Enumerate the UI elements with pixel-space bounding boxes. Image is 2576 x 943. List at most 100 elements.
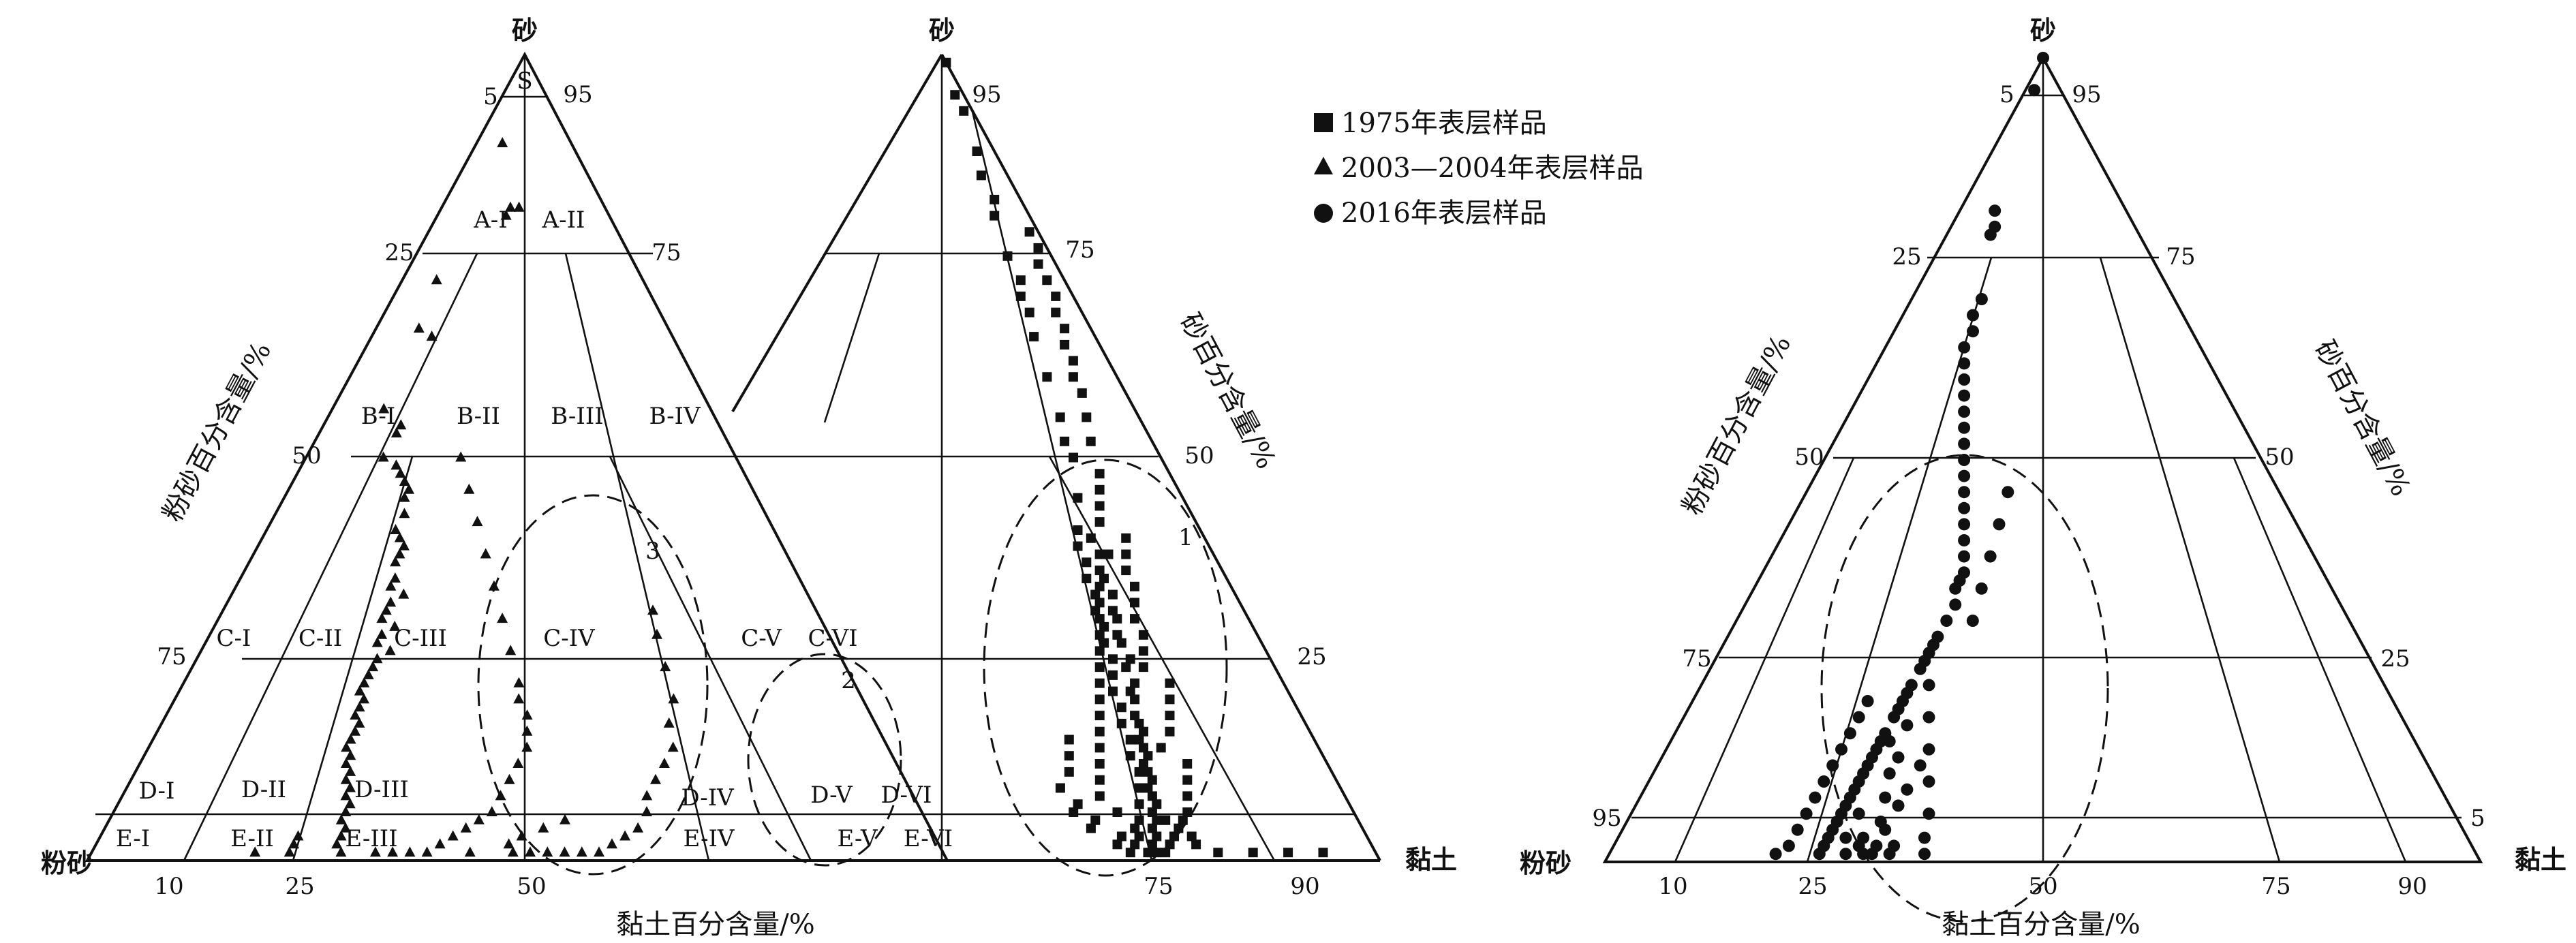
data-point-square — [1094, 614, 1105, 624]
data-point-square — [1055, 783, 1065, 793]
middle-triangle-frame — [731, 53, 1381, 862]
data-point-circle — [1809, 791, 1822, 804]
zone-label: D-VI — [881, 782, 932, 809]
data-point-square — [1060, 339, 1070, 350]
data-point-triangle — [371, 636, 383, 647]
data-point-circle — [1839, 848, 1852, 861]
data-point-square — [1130, 614, 1139, 624]
data-point-square — [1094, 484, 1105, 495]
data-point-circle — [1958, 454, 1971, 466]
data-point-square — [1107, 589, 1118, 600]
data-point-square — [1182, 775, 1193, 785]
data-point-square — [1108, 654, 1118, 664]
data-point-triangle — [647, 604, 658, 615]
data-point-square — [1094, 646, 1105, 656]
data-point-circle — [1782, 839, 1795, 852]
data-point-square — [1134, 735, 1144, 745]
data-point-square — [1161, 815, 1171, 825]
data-point-circle — [1940, 615, 1953, 627]
legend-square-marker — [1314, 113, 1333, 132]
data-point-circle — [1984, 228, 1997, 241]
cluster-label-3: 3 — [645, 538, 660, 565]
data-point-circle — [1958, 389, 1971, 402]
data-point-circle — [1958, 437, 1971, 450]
data-point-square — [1073, 525, 1083, 535]
data-point-square — [1024, 227, 1034, 237]
data-point-triangle — [331, 838, 343, 849]
data-point-circle — [1883, 767, 1896, 780]
data-point-square — [1108, 670, 1118, 680]
data-point-triangle — [283, 846, 295, 857]
data-point-circle — [1883, 735, 1896, 747]
data-point-circle — [1835, 743, 1847, 756]
apex-label-right: 砂 — [2030, 15, 2056, 46]
data-point-circle — [2037, 52, 2049, 64]
zone-label: E-I — [116, 825, 150, 852]
data-point-triangle — [434, 838, 446, 849]
data-point-triangle — [376, 628, 388, 639]
data-point-triangle — [395, 467, 406, 478]
data-point-circle — [1914, 759, 1927, 772]
data-point-square — [1086, 823, 1096, 833]
data-point-square — [1073, 541, 1083, 551]
data-point-square — [1002, 251, 1013, 261]
data-point-square — [1094, 678, 1105, 688]
data-point-circle — [1958, 373, 1971, 386]
data-point-triangle — [399, 491, 410, 502]
data-point-triangle — [345, 733, 356, 744]
data-point-square — [1165, 839, 1175, 850]
data-point-square — [1068, 372, 1078, 382]
data-point-triangle — [389, 572, 401, 583]
data-point-square — [1077, 388, 1087, 398]
data-point-triangle — [385, 596, 397, 607]
data-point-square — [1138, 662, 1148, 673]
cluster-outline-right — [1820, 454, 2109, 923]
right-ticks: 5 25 50 75 95 95 75 50 25 5 10 25 50 75 … — [1592, 81, 2485, 900]
data-point-triangle — [576, 846, 587, 857]
data-point-square — [1156, 743, 1166, 753]
data-point-square — [1248, 848, 1258, 858]
data-point-square — [1094, 743, 1105, 753]
data-point-circle — [1901, 719, 1914, 732]
data-point-triangle — [358, 693, 369, 704]
legend-entry: 1975年表层样品 — [1341, 108, 1547, 139]
zone-label: S — [517, 67, 532, 95]
data-point-triangle — [354, 701, 365, 712]
data-point-square — [1139, 726, 1148, 737]
data-point-square — [1094, 581, 1105, 591]
data-point-triangle — [378, 403, 390, 414]
tick-label: 50 — [1184, 442, 1214, 469]
data-point-square — [1138, 646, 1148, 656]
data-point-square — [1042, 372, 1052, 382]
cluster-label-2: 2 — [841, 667, 856, 694]
data-point-triangle — [607, 838, 617, 849]
data-point-circle — [2028, 84, 2041, 97]
data-point-triangle — [512, 758, 524, 768]
data-point-triangle — [292, 830, 304, 841]
data-point-triangle — [641, 806, 652, 816]
data-point-circle — [1888, 711, 1901, 724]
data-point-square — [1086, 533, 1096, 543]
data-point-square — [1042, 275, 1052, 285]
legend-entry: 2003—2004年表层样品 — [1341, 153, 1644, 184]
data-point-square — [1094, 469, 1105, 479]
data-point-circle — [1949, 598, 1962, 611]
data-point-triangle — [340, 806, 352, 816]
data-point-square — [1090, 606, 1101, 616]
data-point-triangle — [380, 604, 392, 615]
data-point-circle — [1901, 783, 1914, 796]
tick-label: 25 — [1297, 643, 1326, 670]
data-point-square — [1134, 718, 1144, 728]
data-point-square — [1143, 767, 1153, 777]
data-point-square — [1147, 823, 1157, 833]
data-point-circle — [1989, 204, 2002, 217]
data-point-triangle — [363, 668, 374, 679]
data-point-square — [1029, 332, 1039, 342]
data-point-triangle — [500, 209, 512, 220]
data-point-circle — [1993, 518, 2006, 531]
data-point-triangle — [354, 717, 365, 728]
tick-label: 5 — [2470, 805, 2485, 832]
data-point-circle — [1958, 534, 1971, 546]
tick-label: 75 — [157, 643, 186, 670]
